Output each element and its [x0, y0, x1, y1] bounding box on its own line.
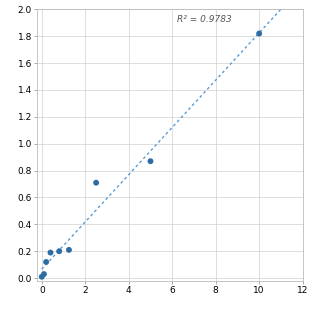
- Point: [39, 274, 44, 279]
- Point: [57, 249, 62, 254]
- Point: [148, 159, 153, 164]
- Point: [257, 31, 262, 36]
- Point: [48, 250, 53, 255]
- Point: [94, 180, 99, 185]
- Text: R² = 0.9783: R² = 0.9783: [177, 15, 231, 24]
- Point: [41, 271, 46, 276]
- Point: [66, 247, 71, 252]
- Point: [44, 260, 49, 265]
